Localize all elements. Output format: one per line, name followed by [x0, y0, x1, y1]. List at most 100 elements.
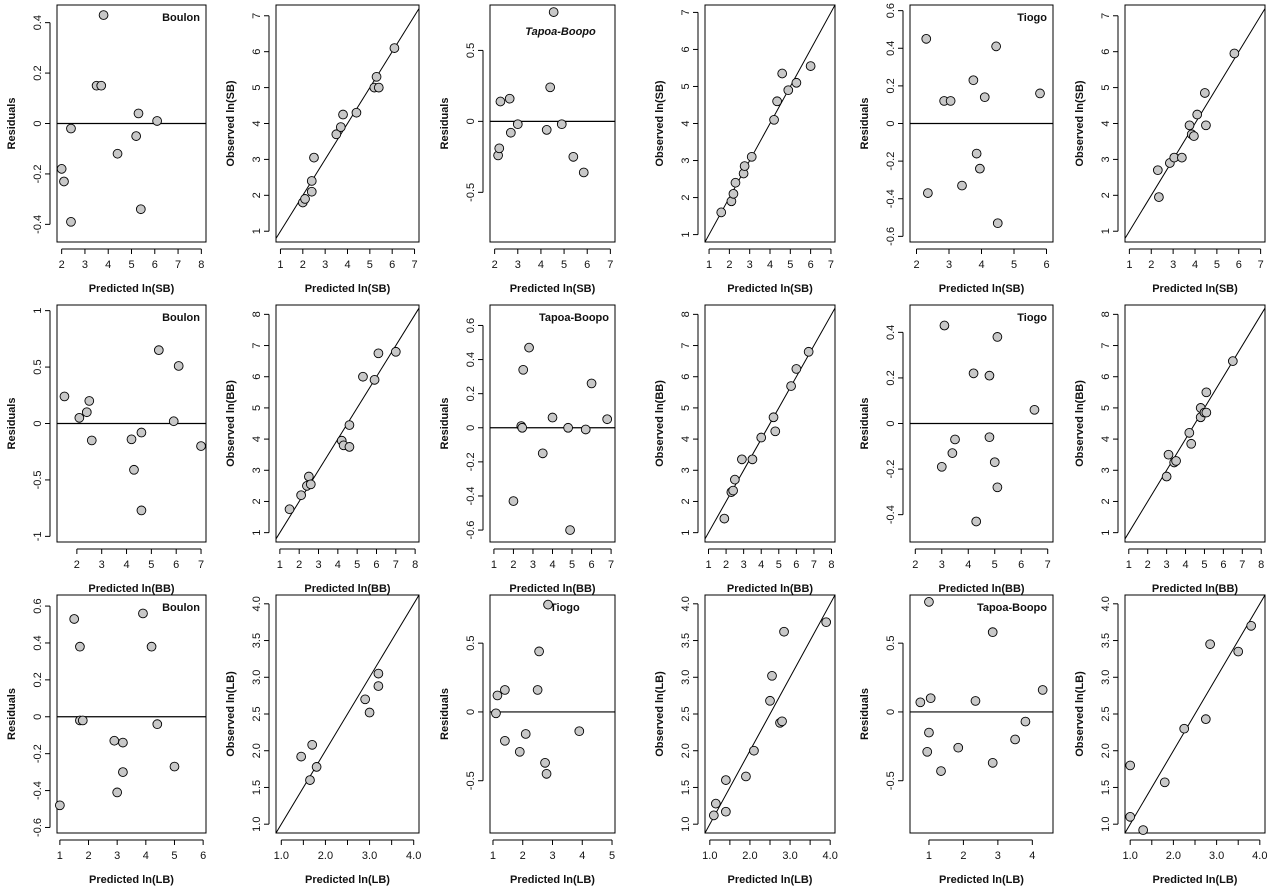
x-tick-label: 2	[1145, 559, 1151, 571]
data-point	[284, 504, 295, 515]
y-tick-label: -0.2	[885, 152, 897, 171]
x-axis-title: Predicted ln(SB)	[305, 283, 391, 295]
data-point	[770, 426, 781, 437]
data-point	[541, 125, 552, 135]
y-tick-label: 1	[680, 530, 692, 536]
data-point	[548, 7, 559, 17]
y-tick-label: 2.5	[251, 706, 263, 721]
x-tick-label: 2	[59, 259, 65, 271]
x-axis-title: Predicted ln(SB)	[1152, 283, 1238, 295]
y-tick-label: 0.4	[32, 15, 44, 30]
data-point	[306, 186, 317, 197]
x-axis-title: Predicted ln(BB)	[509, 583, 596, 595]
y-tick-label: 1	[1100, 228, 1112, 234]
y-tick-label: 6	[680, 374, 692, 380]
x-axis-title: Predicted ln(SB)	[939, 283, 1025, 295]
y-tick-label: 7	[1100, 342, 1112, 348]
data-point	[1035, 88, 1045, 99]
y-tick-label: 1.0	[251, 817, 263, 832]
data-point	[534, 646, 544, 657]
y-tick-label: 2.0	[680, 743, 692, 758]
y-tick-label: 5	[1100, 85, 1112, 91]
y-tick-label: 2	[1100, 192, 1112, 198]
panel-6: 1 2 3 4 5 6 7 1 2 3 4 5 6 7 Predicted ln(SB) Observed l…	[1074, 4, 1266, 295]
x-tick-label: 5	[171, 850, 177, 862]
y-tick-label: 4	[1100, 120, 1112, 126]
data-point	[75, 641, 85, 652]
y-tick-label: 1.5	[1100, 780, 1112, 795]
data-point	[1177, 152, 1187, 163]
data-point	[1154, 192, 1164, 202]
y-tick-label: 3	[680, 157, 692, 163]
plot-frame	[275, 4, 420, 243]
y-tick-label: 3	[680, 467, 692, 473]
data-point	[710, 798, 721, 809]
x-axis-title: Predicted ln(LB)	[89, 874, 174, 886]
data-point	[152, 116, 162, 126]
y-tick-label: 3	[1100, 467, 1112, 473]
panel-7: 2 3 4 5 6 7 -1 -0.5 0 0.5 1 Predicted ln(BB) Residua…	[6, 304, 207, 595]
y-tick-label: 5	[1100, 405, 1112, 411]
x-tick-label: 2	[1148, 259, 1154, 271]
data-point	[565, 525, 575, 535]
y-tick-label: -0.4	[465, 486, 477, 505]
data-point	[1171, 456, 1181, 466]
y-tick-label: -0.6	[32, 818, 44, 837]
data-point	[586, 378, 597, 389]
y-tick-label: 3.0	[680, 670, 692, 685]
x-tick-label: 4	[758, 559, 764, 571]
data-point	[495, 96, 506, 107]
y-tick-label: 4	[251, 120, 263, 126]
y-tick-label: 3.5	[680, 633, 692, 648]
y-axis-title: Observed ln(BB)	[654, 380, 666, 467]
panel-1: 2 3 4 5 6 7 8 -0.4 -0.2 0 0.2 0.4 Predicted ln(SB) Re…	[6, 4, 207, 295]
x-tick-label: 3.0	[782, 850, 797, 862]
data-point	[309, 152, 319, 163]
x-axis-title: Predicted ln(LB)	[305, 874, 390, 886]
data-point	[803, 346, 814, 357]
data-point	[84, 396, 95, 406]
y-tick-label: 0	[32, 714, 44, 720]
data-point	[924, 597, 934, 607]
data-point	[1199, 88, 1210, 98]
y-axis-title: Residuals	[859, 398, 871, 450]
panel-16: 1.0 2.0 3.0 4.0 1.0 1.5 2.0 2.5 3.0 3.5 4.0 Predict…	[654, 594, 838, 886]
plot-frame	[56, 594, 207, 834]
y-tick-label: 2	[1100, 498, 1112, 504]
data-point	[532, 685, 543, 695]
x-tick-label: 6	[1236, 259, 1242, 271]
x-tick-label: 1.0	[274, 850, 289, 862]
data-point	[925, 693, 936, 704]
data-point	[1186, 438, 1197, 449]
y-tick-label: 7	[251, 13, 263, 19]
y-tick-label: -0.6	[465, 521, 477, 540]
data-point	[300, 194, 310, 204]
data-point	[136, 427, 147, 438]
data-point	[768, 412, 779, 423]
y-tick-label: 1.5	[680, 780, 692, 795]
data-point	[730, 177, 741, 188]
x-axis-title: Predicted ln(SB)	[727, 283, 813, 295]
one-to-one-line	[1125, 307, 1265, 540]
y-axis-title: Observed ln(SB)	[654, 80, 666, 167]
y-axis-title: Observed ln(LB)	[1074, 671, 1086, 757]
x-axis-title: Predicted ln(BB)	[1152, 583, 1239, 595]
plot-frame	[1124, 594, 1266, 834]
x-tick-label: 5	[561, 259, 567, 271]
x-tick-label: 3	[747, 259, 753, 271]
data-point	[984, 370, 995, 381]
x-tick-label: 3.0	[1209, 850, 1224, 862]
x-tick-label: 7	[411, 259, 417, 271]
x-tick-label: 3	[322, 259, 328, 271]
x-tick-label: 2	[912, 559, 918, 571]
y-axis-title: Residuals	[439, 688, 451, 740]
data-point	[1138, 825, 1148, 835]
x-tick-label: 4	[123, 559, 129, 571]
x-tick-label: 1	[490, 850, 496, 862]
y-tick-label: -0.2	[32, 164, 44, 183]
data-point	[494, 143, 505, 154]
y-tick-label: 2	[251, 498, 263, 504]
y-axis-title: Observed ln(SB)	[1074, 80, 1086, 167]
y-tick-label: 4	[680, 120, 692, 126]
y-tick-label: 8	[680, 311, 692, 317]
